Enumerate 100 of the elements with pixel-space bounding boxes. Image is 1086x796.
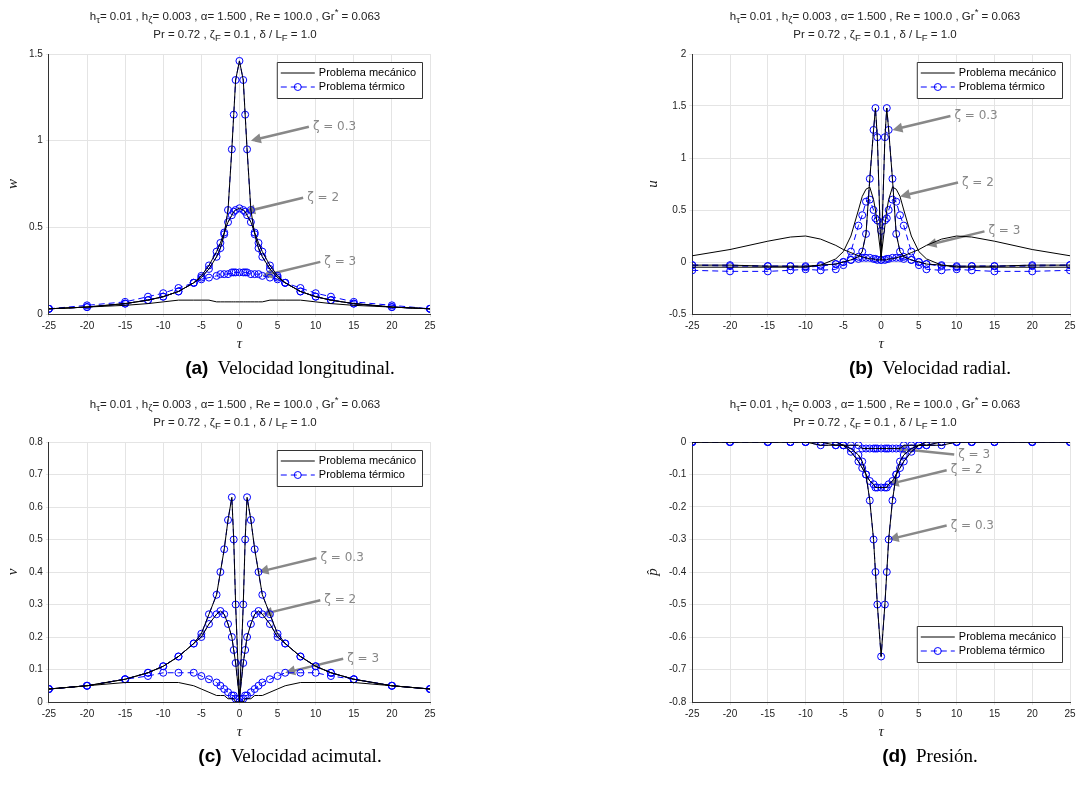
annotation: ζ = 2 xyxy=(307,190,340,205)
y-tick-label: 0.5 xyxy=(29,533,44,545)
x-tick-label: 10 xyxy=(951,320,963,332)
annotation: ζ = 3 xyxy=(988,223,1021,238)
y-tick-label: -0.5 xyxy=(669,308,687,320)
x-tick-label: -5 xyxy=(838,708,849,720)
y-tick-label: 1 xyxy=(37,134,44,146)
x-tick-label: 20 xyxy=(386,708,398,720)
y-tick-label: 0.5 xyxy=(29,221,44,233)
chart-subtitle: Pr = 0.72 , ζ$_{F}$ = 0.1 , δ / L$_{F}$ = 1.0 xyxy=(792,27,958,46)
x-tick-label: -25 xyxy=(41,708,57,720)
annotation: ζ = 3 xyxy=(958,447,991,462)
x-tick-label: -10 xyxy=(156,708,171,720)
x-tick-label: -20 xyxy=(722,708,738,720)
text: (d) Presión. xyxy=(881,745,979,768)
annotation: ζ = 2 xyxy=(962,175,994,190)
legend-label: Problema térmico xyxy=(958,80,1045,93)
x-tick-label: 5 xyxy=(916,708,923,720)
x-tick-label: 25 xyxy=(1064,708,1076,720)
x-tick-label: -15 xyxy=(760,320,776,332)
x-tick-label: 5 xyxy=(916,320,923,332)
x-tick-label: -20 xyxy=(79,320,95,332)
legend-label: Problema térmico xyxy=(318,80,405,93)
x-tick-label: 25 xyxy=(1064,320,1076,332)
x-tick-label: -10 xyxy=(156,320,171,332)
y-tick-label: 1.5 xyxy=(672,100,687,112)
annotation: ζ = 0.3 xyxy=(950,518,994,533)
x-tick-label: 15 xyxy=(988,708,1001,720)
x-tick-label: 15 xyxy=(988,320,1001,332)
x-tick-label: 0 xyxy=(878,708,885,720)
x-tick-label: -10 xyxy=(798,708,814,720)
x-tick-label: -20 xyxy=(79,708,95,720)
annotation: ζ = 2 xyxy=(324,592,357,607)
x-axis-title: τ xyxy=(878,335,885,352)
x-tick-label: -15 xyxy=(117,320,133,332)
y-tick-label: 0.6 xyxy=(29,501,44,513)
x-tick-label: -10 xyxy=(798,320,814,332)
annotation: ζ = 0.3 xyxy=(954,108,998,123)
x-tick-label: 10 xyxy=(310,708,322,720)
y-tick-label: 0.1 xyxy=(29,663,44,675)
x-tick-label: -5 xyxy=(838,320,849,332)
x-tick-label: 20 xyxy=(1026,320,1039,332)
x-tick-label: 25 xyxy=(424,320,436,332)
text: (c) Velocidad acimutal. xyxy=(197,745,383,768)
y-tick-label: -0.6 xyxy=(669,631,687,643)
y-tick-label: 1 xyxy=(680,152,687,164)
chart-title: h$_{τ}$= 0.01 , h$_{ζ}$= 0.003 , α= 1.500 , Re = 100.0 , Gr$^{*}$ = 0.063 xyxy=(728,393,1022,416)
y-tick-label: -0.7 xyxy=(669,663,687,675)
text: (b) Velocidad radial. xyxy=(847,357,1013,380)
y-tick-label: 0.3 xyxy=(29,598,44,610)
x-tick-label: -15 xyxy=(117,708,133,720)
chart-title: h$_{τ}$= 0.01 , h$_{ζ}$= 0.003 , α= 1.500 , Re = 100.0 , Gr$^{*}$ = 0.063 xyxy=(88,5,382,28)
y-tick-label: 0.4 xyxy=(29,566,44,578)
x-tick-label: -25 xyxy=(685,320,700,332)
x-axis-title: τ xyxy=(236,335,243,352)
y-tick-label: 0.2 xyxy=(29,631,44,643)
y-tick-label: 2 xyxy=(680,48,687,60)
x-tick-label: -25 xyxy=(685,708,700,720)
x-tick-label: 25 xyxy=(424,708,436,720)
annotation: ζ = 3 xyxy=(347,651,380,666)
x-tick-label: -20 xyxy=(722,320,738,332)
x-tick-label: 0 xyxy=(236,708,243,720)
y-tick-label: 0.5 xyxy=(672,204,687,216)
x-tick-label: 0 xyxy=(878,320,885,332)
chart-subtitle: Pr = 0.72 , ζ$_{F}$ = 0.1 , δ / L$_{F}$ = 1.0 xyxy=(152,415,318,434)
chart-title: h$_{τ}$= 0.01 , h$_{ζ}$= 0.003 , α= 1.500 , Re = 100.0 , Gr$^{*}$ = 0.063 xyxy=(88,393,382,416)
x-tick-label: 5 xyxy=(274,320,281,332)
y-tick-label: 1.5 xyxy=(29,48,44,60)
y-axis-title: w xyxy=(3,179,20,190)
legend-label: Problema mecánico xyxy=(958,66,1057,79)
x-axis-title: τ xyxy=(236,723,243,740)
x-tick-label: -15 xyxy=(760,708,776,720)
y-tick-label: -0.3 xyxy=(669,533,687,545)
y-tick-label: -0.2 xyxy=(669,501,687,513)
x-tick-label: 20 xyxy=(1026,708,1039,720)
y-axis-title: v xyxy=(3,568,20,576)
x-tick-label: -5 xyxy=(196,320,207,332)
legend-label: Problema mecánico xyxy=(318,66,417,79)
y-tick-label: -0.4 xyxy=(669,566,687,578)
annotation: ζ = 3 xyxy=(324,254,357,269)
legend-label: Problema térmico xyxy=(318,468,405,481)
y-tick-label: -0.1 xyxy=(669,468,687,480)
chart-subtitle: Pr = 0.72 , ζ$_{F}$ = 0.1 , δ / L$_{F}$ = 1.0 xyxy=(152,27,318,46)
x-tick-label: 10 xyxy=(951,708,963,720)
y-tick-label: 0 xyxy=(37,308,44,320)
annotation: ζ = 0.3 xyxy=(312,119,357,134)
y-tick-label: 0 xyxy=(680,256,687,268)
x-tick-label: 15 xyxy=(348,320,360,332)
chart-subtitle: Pr = 0.72 , ζ$_{F}$ = 0.1 , δ / L$_{F}$ = 1.0 xyxy=(792,415,958,434)
y-tick-label: 0.7 xyxy=(29,468,44,480)
y-axis-title: u xyxy=(643,180,660,189)
y-tick-label: 0 xyxy=(37,696,44,708)
chart-title: h$_{τ}$= 0.01 , h$_{ζ}$= 0.003 , α= 1.500 , Re = 100.0 , Gr$^{*}$ = 0.063 xyxy=(728,5,1022,28)
y-tick-label: -0.8 xyxy=(669,696,687,708)
x-tick-label: 0 xyxy=(236,320,243,332)
x-tick-label: -5 xyxy=(196,708,207,720)
y-axis-title: p̂ xyxy=(643,568,660,578)
legend-label: Problema mecánico xyxy=(318,454,417,467)
x-axis-title: τ xyxy=(878,723,885,740)
annotation: ζ = 2 xyxy=(950,462,983,477)
